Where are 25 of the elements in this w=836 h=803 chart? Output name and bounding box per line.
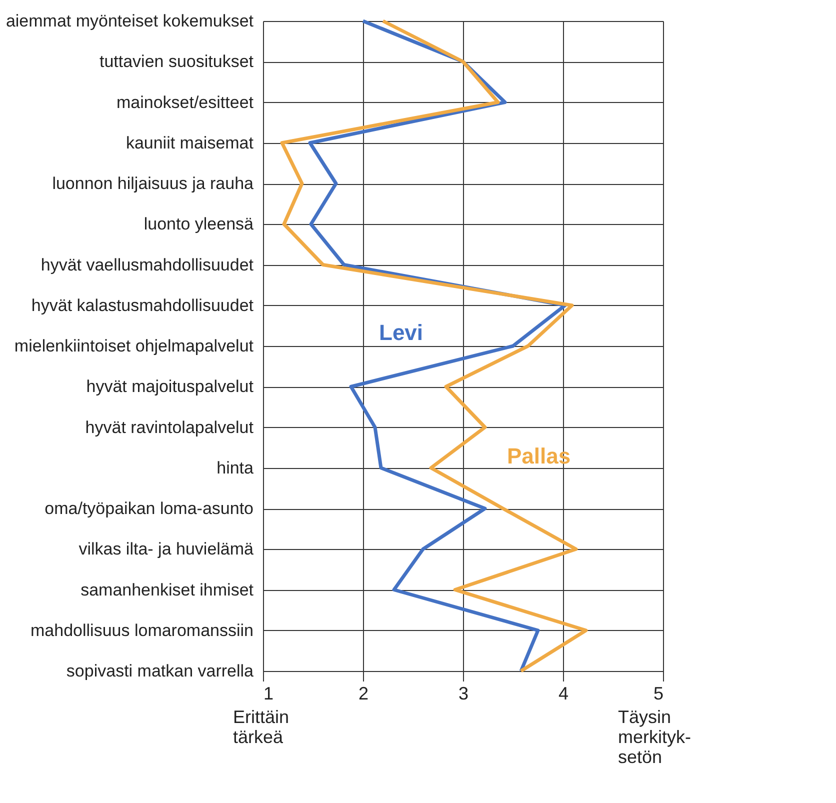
y-tick-label: hinta <box>216 458 254 478</box>
x-tick-label: 4 <box>558 684 569 704</box>
y-tick-label: mahdollisuus lomaromanssiin <box>30 620 254 640</box>
y-tick-label: kauniit maisemat <box>126 133 254 152</box>
y-tick-label: mielenkiintoiset ohjelmapalvelut <box>14 336 254 356</box>
y-tick-label: mainokset/esitteet <box>116 92 254 112</box>
x-tick-label: 5 <box>653 684 664 704</box>
y-tick-label: aiemmat myönteiset kokemukset <box>6 12 254 30</box>
text: Erittäin tärkeä <box>233 707 290 747</box>
y-tick-label: oma/työpaikan loma-asunto <box>44 499 254 518</box>
text: Täysin merkityk- setön <box>618 707 691 767</box>
y-tick-label: hyvät majoituspalvelut <box>86 377 254 396</box>
y-tick-label: vilkas ilta- ja huvielämä <box>78 540 254 559</box>
y-tick-label: samanhenkiset ihmiset <box>80 580 254 600</box>
y-tick-label: luonto yleensä <box>144 214 254 234</box>
y-tick-label: sopivasti matkan varrella <box>66 662 254 680</box>
x-tick-label: 3 <box>458 684 469 704</box>
y-tick-label: tuttavien suositukset <box>99 52 254 72</box>
x-tick-label: 1 <box>264 684 274 704</box>
x-tick-label: 2 <box>358 684 369 704</box>
series-label: Levi <box>379 320 424 345</box>
y-tick-label: hyvät vaellusmahdollisuudet <box>40 255 254 274</box>
y-tick-label: luonnon hiljaisuus ja rauha <box>52 174 254 193</box>
y-tick-label: hyvät ravintolapalvelut <box>85 418 254 437</box>
y-tick-label: hyvät kalastusmahdollisuudet <box>31 296 254 315</box>
